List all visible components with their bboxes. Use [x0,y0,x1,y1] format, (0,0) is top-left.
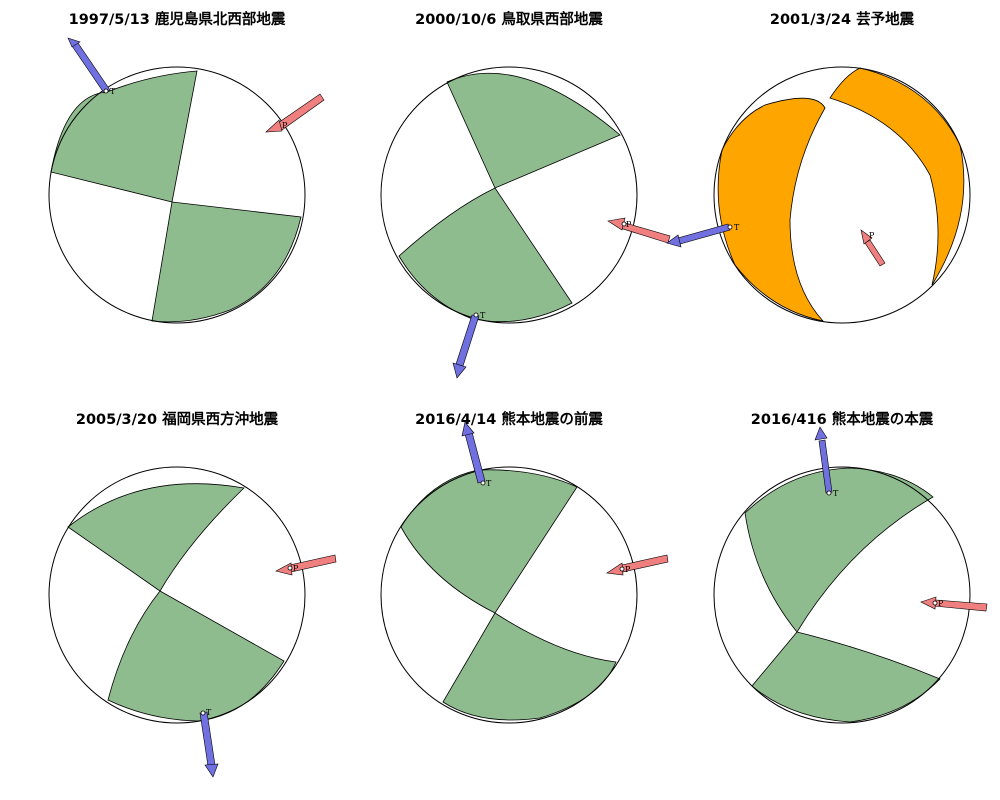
panel-1997-kagoshima: 1997/5/13 鹿児島県北西部地震 T P [48,10,325,324]
compression-quadrant [398,187,573,323]
panel-title: 1997/5/13 鹿児島県北西部地震 [69,10,286,28]
compression-quadrant [107,590,285,722]
panel-title: 2000/10/6 鳥取県西部地震 [415,10,603,28]
compression-quadrant [67,483,245,592]
svg-text:P: P [626,220,632,229]
beachball-outline [380,466,638,724]
compression-quadrant [751,631,941,723]
panel-title: 2016/416 熊本地震の本震 [751,410,934,428]
p-axis-arrow: P [860,229,886,267]
t-axis-arrow: T [666,223,740,248]
compression-quadrant [400,469,578,614]
beachball-outline [713,466,971,724]
svg-text:P: P [625,565,631,574]
p-axis-arrow: P [920,596,988,612]
panel-2001-geiyo: 2001/3/24 芸予地震 T P [666,10,971,324]
svg-text:P: P [938,599,944,608]
compression-quadrant [744,467,934,633]
panel-title: 2001/3/24 芸予地震 [770,10,915,28]
panel-title: 2005/3/20 福岡県西方沖地震 [76,410,279,428]
p-axis-arrow: P [275,554,337,576]
beachball-outline [713,66,971,324]
panel-2000-tottori: 2000/10/6 鳥取県西部地震 P T [380,10,671,379]
t-axis-arrow: T [814,426,839,498]
p-axis-arrow: P [606,554,669,576]
svg-text:T: T [110,87,116,96]
beachball-outline [48,466,306,724]
svg-text:T: T [480,311,486,320]
beachball-outline [48,66,306,324]
svg-text:T: T [206,708,212,717]
panel-2016-kumamoto-mainshock: 2016/416 熊本地震の本震 T P [713,410,988,724]
svg-text:T: T [833,489,839,498]
panel-2016-kumamoto-foreshock: 2016/4/14 熊本地震の前震 T P [380,410,669,724]
panel-2005-fukuoka: 2005/3/20 福岡県西方沖地震 P T [48,410,337,778]
p-axis-arrow: P [265,93,325,133]
p-axis-arrow: P [607,217,671,244]
t-axis-arrow: T [452,311,486,379]
panel-title: 2016/4/14 熊本地震の前震 [415,410,603,428]
beachball-outline [380,66,638,324]
svg-text:P: P [282,121,288,130]
compression-quadrant [446,72,621,189]
compression-quadrant [151,201,302,323]
svg-text:T: T [734,223,740,232]
t-axis-arrow: T [199,708,219,778]
t-axis-arrow: T [67,37,116,96]
t-axis-arrow: T [461,421,492,488]
svg-text:P: P [869,231,875,240]
svg-text:T: T [486,479,492,488]
svg-text:P: P [293,564,299,573]
